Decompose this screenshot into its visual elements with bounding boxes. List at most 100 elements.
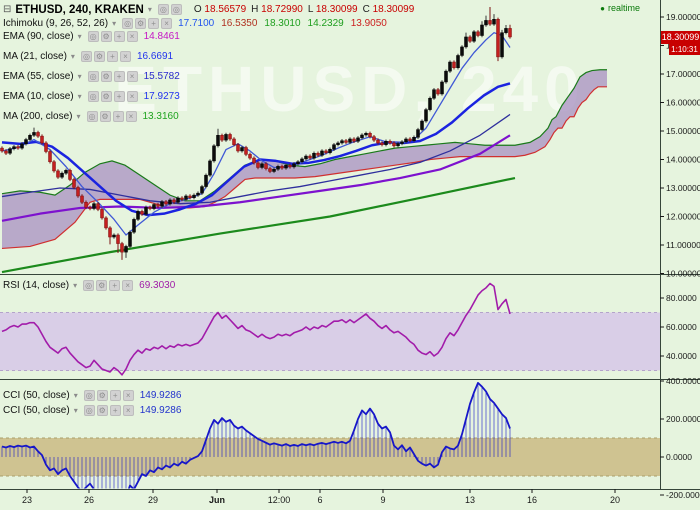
main-pane bbox=[0, 7, 607, 274]
visibility-icon[interactable]: ◎ bbox=[83, 280, 95, 291]
indicator-value: 69.3030 bbox=[139, 280, 176, 291]
add-icon[interactable]: + bbox=[109, 390, 121, 401]
bar-countdown-badge: 1:10:31 bbox=[669, 44, 700, 55]
indicator-value: 16.6691 bbox=[136, 51, 174, 62]
ichimoku-cloud bbox=[2, 69, 607, 249]
axis-label: 0.0000 bbox=[666, 452, 692, 462]
delete-icon[interactable]: × bbox=[125, 111, 137, 122]
settings-icon[interactable]: ⚙ bbox=[135, 18, 147, 29]
indicator-label[interactable]: EMA (90, close) bbox=[3, 31, 74, 42]
settings-icon[interactable]: ⚙ bbox=[96, 390, 108, 401]
axis-label: 60.0000 bbox=[666, 322, 697, 332]
time-axis-label: 29 bbox=[148, 495, 158, 505]
indicator-label[interactable]: CCI (50, close) bbox=[3, 405, 70, 416]
collapse-icon[interactable]: ⊟ bbox=[3, 4, 12, 15]
delete-icon[interactable]: × bbox=[122, 280, 134, 291]
axis-label: 80.0000 bbox=[666, 293, 697, 303]
rsi-line bbox=[1, 282, 511, 376]
legend-row-ema90: EMA (90, close) ▾ ◎ ⚙ + × 14.8461 bbox=[3, 30, 180, 43]
axis-label: 400.0000 bbox=[666, 376, 700, 386]
delete-icon[interactable]: × bbox=[119, 51, 131, 62]
chevron-down-icon[interactable]: ▾ bbox=[77, 32, 82, 41]
indicator-label[interactable]: MA (200, close) bbox=[3, 111, 73, 122]
realtime-indicator: ● realtime bbox=[600, 3, 640, 13]
legend-row-ema55: EMA (55, close) ▾ ◎ ⚙ + × 15.5782 bbox=[3, 70, 180, 83]
settings-icon[interactable]: ⚙ bbox=[99, 111, 111, 122]
visibility-icon[interactable]: ◎ bbox=[87, 71, 99, 82]
indicator-label[interactable]: MA (21, close) bbox=[3, 51, 67, 62]
delete-icon[interactable]: × bbox=[126, 31, 138, 42]
time-axis-label: 23 bbox=[22, 495, 32, 505]
rsi-pane bbox=[0, 282, 660, 376]
ma-line-ema10 bbox=[1, 32, 511, 236]
delete-icon[interactable]: × bbox=[126, 71, 138, 82]
axis-label: 11.00000 bbox=[666, 240, 700, 250]
indicator-label[interactable]: EMA (55, close) bbox=[3, 71, 74, 82]
high-value: 18.72990 bbox=[261, 4, 303, 15]
indicator-value: 149.9286 bbox=[139, 390, 182, 401]
time-axis-label: 16 bbox=[527, 495, 537, 505]
time-axis-label: 20 bbox=[610, 495, 620, 505]
indicator-value: 15.5782 bbox=[143, 71, 180, 82]
visibility-icon[interactable]: ◎ bbox=[87, 31, 99, 42]
ichimoku-value: 14.2329 bbox=[307, 18, 344, 29]
legend-row-rsi: RSI (14, close) ▾ ◎ ⚙ + × 69.3030 bbox=[3, 279, 175, 292]
visibility-icon[interactable]: ◎ bbox=[83, 390, 95, 401]
add-icon[interactable]: + bbox=[113, 71, 125, 82]
visibility-icon[interactable]: ◎ bbox=[87, 91, 99, 102]
delete-icon[interactable]: × bbox=[122, 390, 134, 401]
axis-label: 10.00000 bbox=[666, 269, 700, 279]
delete-icon[interactable]: × bbox=[161, 18, 173, 29]
axis-label: 16.00000 bbox=[666, 98, 700, 108]
delete-icon[interactable]: × bbox=[126, 91, 138, 102]
axis-label: 13.00000 bbox=[666, 183, 700, 193]
settings-icon[interactable]: ⚙ bbox=[100, 71, 112, 82]
chevron-down-icon[interactable]: ▾ bbox=[76, 112, 81, 121]
add-icon[interactable]: + bbox=[106, 51, 118, 62]
axis-label: -200.0000 bbox=[666, 490, 700, 500]
chevron-down-icon[interactable]: ▾ bbox=[73, 406, 78, 415]
visibility-icon[interactable]: ◎ bbox=[80, 51, 92, 62]
chevron-down-icon[interactable]: ▾ bbox=[73, 281, 78, 290]
add-icon[interactable]: + bbox=[109, 280, 121, 291]
add-icon[interactable]: + bbox=[113, 31, 125, 42]
settings-icon[interactable]: ⚙ bbox=[100, 31, 112, 42]
ichimoku-value: 18.3010 bbox=[264, 18, 301, 29]
chevron-down-icon[interactable]: ▾ bbox=[112, 19, 117, 28]
chevron-down-icon[interactable]: ▾ bbox=[147, 5, 152, 14]
indicator-label[interactable]: CCI (50, close) bbox=[3, 390, 70, 401]
settings-icon[interactable]: ⚙ bbox=[96, 405, 108, 416]
symbol-toolbar: ◎ ◎ bbox=[157, 4, 182, 15]
chevron-down-icon[interactable]: ▾ bbox=[77, 92, 82, 101]
chevron-down-icon[interactable]: ▾ bbox=[73, 391, 78, 400]
senkou-b-line bbox=[1, 86, 607, 250]
add-icon[interactable]: + bbox=[148, 18, 160, 29]
close-value: 18.30099 bbox=[372, 4, 415, 15]
add-icon[interactable]: + bbox=[113, 91, 125, 102]
indicator-label[interactable]: EMA (10, close) bbox=[3, 91, 74, 102]
visibility-icon[interactable]: ◎ bbox=[122, 18, 134, 29]
add-icon[interactable]: + bbox=[112, 111, 124, 122]
visibility-icon[interactable]: ◎ bbox=[86, 111, 98, 122]
visibility-icon[interactable]: ◎ bbox=[83, 405, 95, 416]
add-icon[interactable]: + bbox=[109, 405, 121, 416]
settings-icon[interactable]: ⚙ bbox=[100, 91, 112, 102]
indicator-value: 14.8461 bbox=[143, 31, 180, 42]
time-axis-label: 6 bbox=[317, 495, 322, 505]
indicator-label[interactable]: RSI (14, close) bbox=[3, 280, 70, 291]
indicator-label[interactable]: Ichimoku (9, 26, 52, 26) bbox=[3, 18, 109, 29]
delete-icon[interactable]: × bbox=[122, 405, 134, 416]
settings-icon[interactable]: ⚙ bbox=[93, 51, 105, 62]
axis-label: 17.00000 bbox=[666, 69, 700, 79]
settings-icon[interactable]: ◎ bbox=[170, 4, 182, 15]
ichimoku-value: 13.9050 bbox=[350, 18, 387, 29]
settings-icon[interactable]: ⚙ bbox=[96, 280, 108, 291]
axis-label: 19.00000 bbox=[666, 12, 700, 22]
chevron-down-icon[interactable]: ▾ bbox=[77, 72, 82, 81]
current-price-badge: 18.30099 bbox=[661, 31, 700, 44]
compare-icon[interactable]: ◎ bbox=[157, 4, 169, 15]
chevron-down-icon[interactable]: ▾ bbox=[70, 52, 75, 61]
time-axis-label: 9 bbox=[380, 495, 385, 505]
symbol-title[interactable]: ETHUSD, 240, KRAKEN bbox=[15, 3, 144, 16]
